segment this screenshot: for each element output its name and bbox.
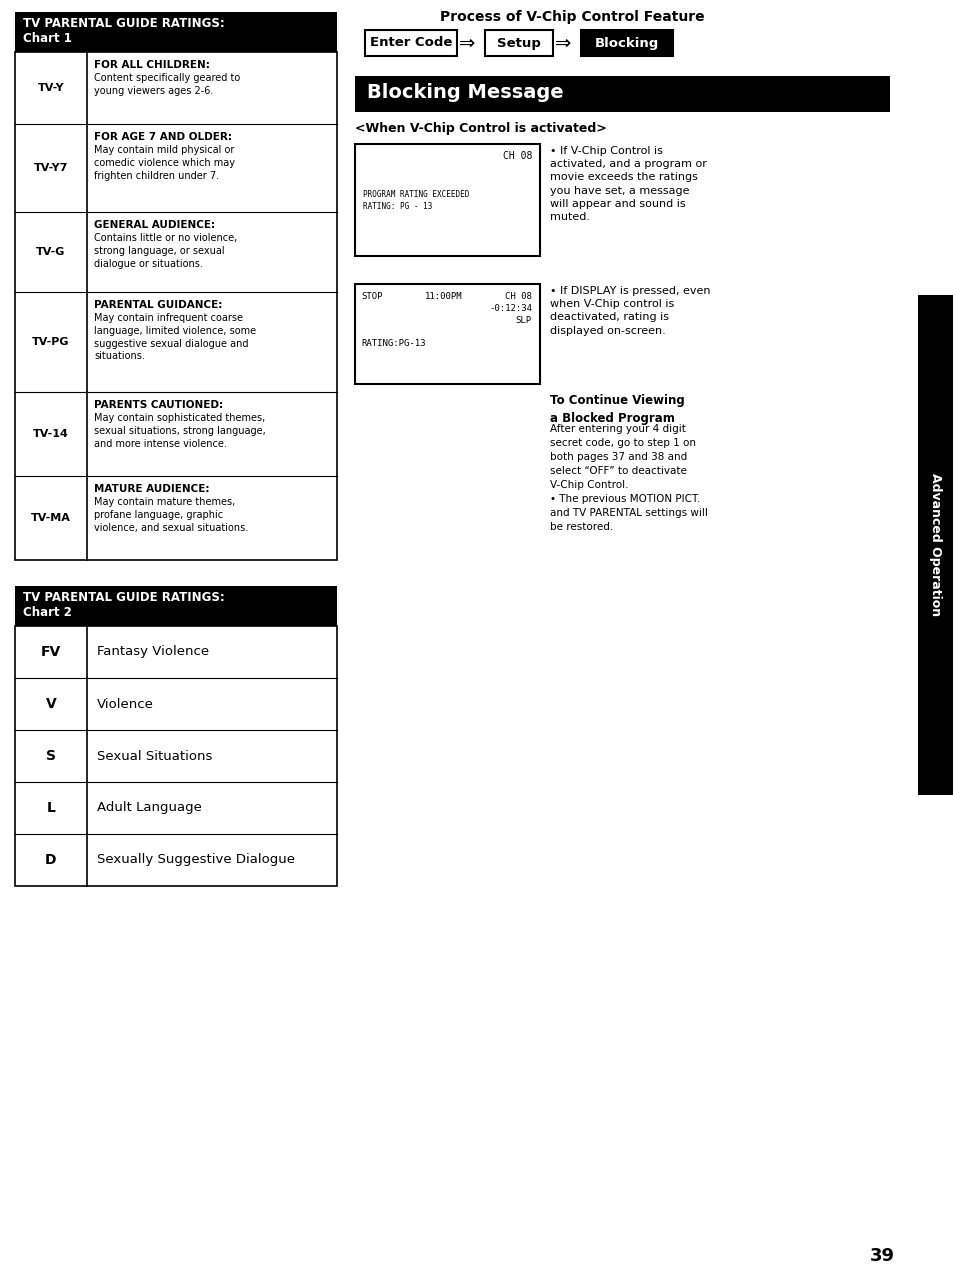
Bar <box>355 284 539 384</box>
Text: PROGRAM RATING EXCEEDED: PROGRAM RATING EXCEEDED <box>363 190 469 199</box>
Text: Fantasy Violence: Fantasy Violence <box>97 646 209 659</box>
Bar <box>365 30 456 56</box>
Text: • If DISPLAY is pressed, even
when V-Chip control is
deactivated, rating is
disp: • If DISPLAY is pressed, even when V-Chi… <box>550 286 710 335</box>
Text: MATURE AUDIENCE:: MATURE AUDIENCE: <box>94 484 210 494</box>
Text: ⇒: ⇒ <box>458 33 475 53</box>
Text: V: V <box>46 697 56 711</box>
Bar <box>355 144 539 256</box>
Text: TV-MA: TV-MA <box>31 514 71 523</box>
Text: Setup: Setup <box>497 36 540 50</box>
Text: Contains little or no violence,
strong language, or sexual
dialogue or situation: Contains little or no violence, strong l… <box>94 232 237 268</box>
Text: TV PARENTAL GUIDE RATINGS:: TV PARENTAL GUIDE RATINGS: <box>23 17 225 30</box>
Text: May contain mature themes,
profane language, graphic
violence, and sexual situat: May contain mature themes, profane langu… <box>94 497 248 533</box>
Text: Blocking Message: Blocking Message <box>367 83 563 101</box>
Text: Enter Code: Enter Code <box>370 36 452 50</box>
Text: Process of V-Chip Control Feature: Process of V-Chip Control Feature <box>439 10 704 24</box>
Text: To Continue Viewing
a Blocked Program: To Continue Viewing a Blocked Program <box>550 394 684 425</box>
Text: STOP: STOP <box>360 291 382 300</box>
Text: S: S <box>46 749 56 763</box>
Text: ⇒: ⇒ <box>555 33 571 53</box>
Text: May contain infrequent coarse
language, limited violence, some
suggestive sexual: May contain infrequent coarse language, … <box>94 313 255 361</box>
Text: Blocking: Blocking <box>595 36 659 50</box>
Bar <box>15 51 336 560</box>
Text: FOR AGE 7 AND OLDER:: FOR AGE 7 AND OLDER: <box>94 132 232 143</box>
Text: Chart 1: Chart 1 <box>23 32 71 45</box>
Text: TV-Y: TV-Y <box>38 83 64 92</box>
Text: TV-PG: TV-PG <box>32 336 70 347</box>
Text: -0:12:34: -0:12:34 <box>489 304 532 313</box>
Text: Adult Language: Adult Language <box>97 801 202 814</box>
Text: <When V-Chip Control is activated>: <When V-Chip Control is activated> <box>355 122 606 135</box>
Text: Sexually Suggestive Dialogue: Sexually Suggestive Dialogue <box>97 854 294 867</box>
Text: After entering your 4 digit
secret code, go to step 1 on
both pages 37 and 38 an: After entering your 4 digit secret code,… <box>550 424 707 532</box>
Text: TV PARENTAL GUIDE RATINGS:: TV PARENTAL GUIDE RATINGS: <box>23 591 225 603</box>
Text: 39: 39 <box>869 1247 894 1265</box>
Text: PARENTS CAUTIONED:: PARENTS CAUTIONED: <box>94 401 223 410</box>
Text: Advanced Operation: Advanced Operation <box>928 474 942 616</box>
Text: Violence: Violence <box>97 697 153 710</box>
Text: Sexual Situations: Sexual Situations <box>97 750 213 763</box>
Text: RATING:PG-13: RATING:PG-13 <box>360 339 425 348</box>
Text: FOR ALL CHILDREN:: FOR ALL CHILDREN: <box>94 60 210 71</box>
Text: Chart 2: Chart 2 <box>23 606 71 619</box>
Text: D: D <box>45 853 56 867</box>
Text: Content specifically geared to
young viewers ages 2-6.: Content specifically geared to young vie… <box>94 73 240 96</box>
Text: RATING: PG - 13: RATING: PG - 13 <box>363 202 432 211</box>
Text: 11:00PM: 11:00PM <box>424 291 462 300</box>
Text: TV-14: TV-14 <box>33 429 69 439</box>
Text: • If V-Chip Control is
activated, and a program or
movie exceeds the ratings
you: • If V-Chip Control is activated, and a … <box>550 146 706 222</box>
Text: L: L <box>47 801 55 815</box>
Text: PARENTAL GUIDANCE:: PARENTAL GUIDANCE: <box>94 300 222 309</box>
Bar <box>15 12 336 51</box>
Bar <box>484 30 553 56</box>
Text: TV-Y7: TV-Y7 <box>33 163 68 173</box>
Bar <box>15 627 336 886</box>
Text: SLP: SLP <box>516 316 532 325</box>
Bar <box>355 76 889 112</box>
Bar <box>580 30 672 56</box>
Text: CH 08: CH 08 <box>504 291 532 300</box>
Text: TV-G: TV-G <box>36 247 66 257</box>
Text: GENERAL AUDIENCE:: GENERAL AUDIENCE: <box>94 220 214 230</box>
Bar <box>15 586 336 627</box>
Text: FV: FV <box>41 645 61 659</box>
Text: CH 08: CH 08 <box>502 152 532 160</box>
Text: May contain mild physical or
comedic violence which may
frighten children under : May contain mild physical or comedic vio… <box>94 145 234 181</box>
Bar <box>917 295 953 795</box>
Text: May contain sophisticated themes,
sexual situations, strong language,
and more i: May contain sophisticated themes, sexual… <box>94 413 266 448</box>
